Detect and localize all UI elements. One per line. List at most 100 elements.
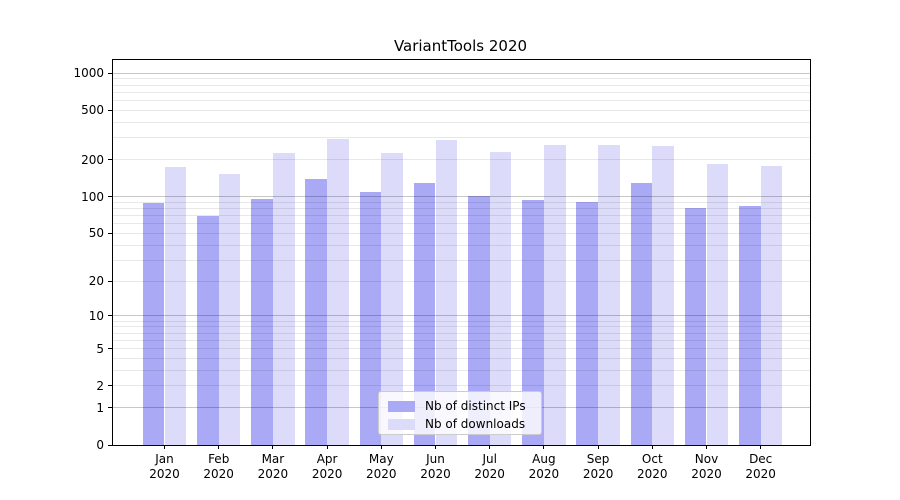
bar-downloads-jan — [164, 167, 187, 445]
y-tick-label: 5 — [96, 341, 104, 356]
y-tick-label: 1 — [96, 400, 104, 415]
bar-distinct-ips-jan — [142, 203, 165, 445]
x-tick-label: Jan 2020 — [149, 452, 180, 481]
bar-distinct-ips-mar — [251, 199, 273, 445]
gridline-major — [113, 196, 810, 198]
x-tick — [272, 445, 274, 449]
bar-downloads-oct — [652, 145, 674, 445]
bar-downloads-apr — [327, 138, 349, 445]
gridline-minor — [113, 100, 810, 102]
y-tick — [108, 109, 112, 111]
x-tick — [651, 445, 653, 449]
x-tick — [326, 445, 328, 449]
y-tick — [108, 444, 112, 446]
gridline-minor — [113, 280, 810, 282]
chart-title: VariantTools 2020 — [393, 37, 528, 55]
bar-downloads-dec — [760, 165, 783, 445]
y-tick — [108, 196, 112, 198]
y-tick — [108, 385, 112, 387]
bar-distinct-ips-may — [359, 191, 382, 445]
x-tick — [435, 445, 436, 449]
y-tick — [108, 232, 112, 234]
gridline-minor — [113, 159, 810, 161]
bar-distinct-ips-feb — [197, 216, 219, 445]
gridline-minor — [113, 357, 810, 359]
x-tick — [760, 445, 762, 449]
x-tick-label: Sep 2020 — [582, 452, 614, 481]
legend-swatch-downloads — [388, 418, 415, 430]
x-tick-label: Oct 2020 — [637, 452, 668, 481]
legend: Nb of distinct IPs Nb of downloads — [378, 391, 542, 435]
bar-distinct-ips-apr — [305, 178, 328, 445]
bar-distinct-ips-jul — [468, 196, 490, 445]
legend-label-downloads: Nb of downloads — [425, 417, 526, 431]
bar-distinct-ips-oct — [630, 182, 653, 445]
bar-downloads-feb — [218, 173, 241, 445]
gridline-minor — [113, 109, 810, 111]
bar-downloads-aug — [543, 145, 566, 445]
y-tick-label: 500 — [81, 103, 104, 118]
y-tick-label: 2 — [96, 378, 104, 393]
bar-downloads-mar — [272, 152, 295, 445]
bar-downloads-nov — [706, 164, 729, 445]
plot-area: Nb of distinct IPs Nb of downloads — [112, 59, 811, 446]
bar-downloads-may — [381, 152, 403, 445]
gridline-minor — [113, 201, 810, 203]
gridline-minor — [113, 332, 810, 334]
gridline-minor — [113, 91, 810, 93]
x-tick — [597, 445, 599, 449]
bar-distinct-ips-sep — [576, 201, 599, 445]
x-tick-label: Aug 2020 — [528, 452, 560, 481]
x-tick-label: Apr 2020 — [311, 452, 343, 481]
bar-distinct-ips-jun — [413, 183, 436, 445]
gridline-major — [113, 315, 810, 317]
y-tick — [108, 315, 112, 317]
gridline-minor — [113, 215, 810, 217]
y-tick — [108, 72, 112, 74]
gridline-minor — [113, 326, 810, 328]
x-tick — [489, 445, 491, 449]
x-tick — [543, 445, 545, 449]
gridline-minor — [113, 121, 810, 123]
gridline-minor — [113, 259, 810, 261]
legend-label-distinct-ips: Nb of distinct IPs — [425, 399, 526, 413]
x-tick — [164, 445, 165, 449]
bar-distinct-ips-nov — [684, 207, 707, 445]
y-tick — [108, 348, 112, 350]
gridline-minor — [113, 84, 810, 86]
x-tick-label: Jul 2020 — [474, 452, 505, 481]
gridline-major — [113, 72, 810, 74]
gridline-minor — [113, 137, 810, 139]
x-tick — [218, 445, 220, 449]
bar-downloads-jun — [435, 139, 458, 445]
x-tick-label: Nov 2020 — [691, 452, 722, 481]
x-tick-label: Dec 2020 — [745, 452, 776, 481]
gridline-minor — [113, 320, 810, 322]
gridline-minor — [113, 78, 810, 80]
y-tick-label: 100 — [81, 189, 104, 204]
legend-item-distinct-ips: Nb of distinct IPs — [388, 398, 532, 414]
y-tick-label: 50 — [88, 226, 104, 241]
y-tick-label: 20 — [88, 274, 104, 289]
gridline-minor — [113, 207, 810, 209]
bar-downloads-sep — [598, 144, 620, 445]
gridline-minor — [113, 385, 810, 387]
x-tick-label: May 2020 — [366, 452, 397, 481]
bar-downloads-jul — [489, 152, 512, 445]
legend-swatch-distinct-ips — [388, 400, 415, 412]
gridline-minor — [113, 348, 810, 350]
bar-distinct-ips-aug — [522, 200, 544, 445]
x-tick-label: Jun 2020 — [420, 452, 451, 481]
gridline-minor — [113, 244, 810, 246]
gridline-minor — [113, 339, 810, 341]
y-tick — [108, 407, 112, 409]
gridline-minor — [113, 232, 810, 234]
x-tick-label: Mar 2020 — [257, 452, 289, 481]
y-tick-label: 10 — [88, 308, 104, 323]
bar-distinct-ips-dec — [739, 205, 761, 445]
y-tick-label: 1000 — [73, 66, 104, 81]
gridline-minor — [113, 223, 810, 225]
y-tick-label: 200 — [81, 152, 104, 167]
gridline-minor — [113, 369, 810, 371]
